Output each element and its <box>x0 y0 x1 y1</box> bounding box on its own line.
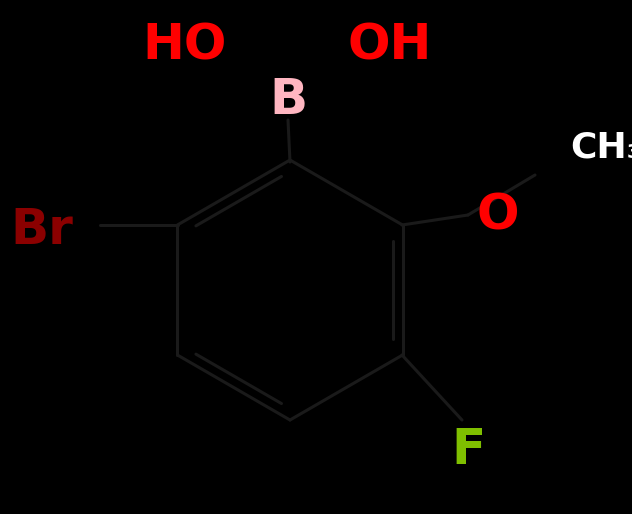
Text: HO: HO <box>143 21 227 69</box>
Text: B: B <box>269 76 307 124</box>
Text: F: F <box>451 426 485 474</box>
Text: Br: Br <box>11 206 73 254</box>
Text: OH: OH <box>348 21 432 69</box>
Text: O: O <box>477 191 520 239</box>
Text: CH₃: CH₃ <box>570 131 632 165</box>
